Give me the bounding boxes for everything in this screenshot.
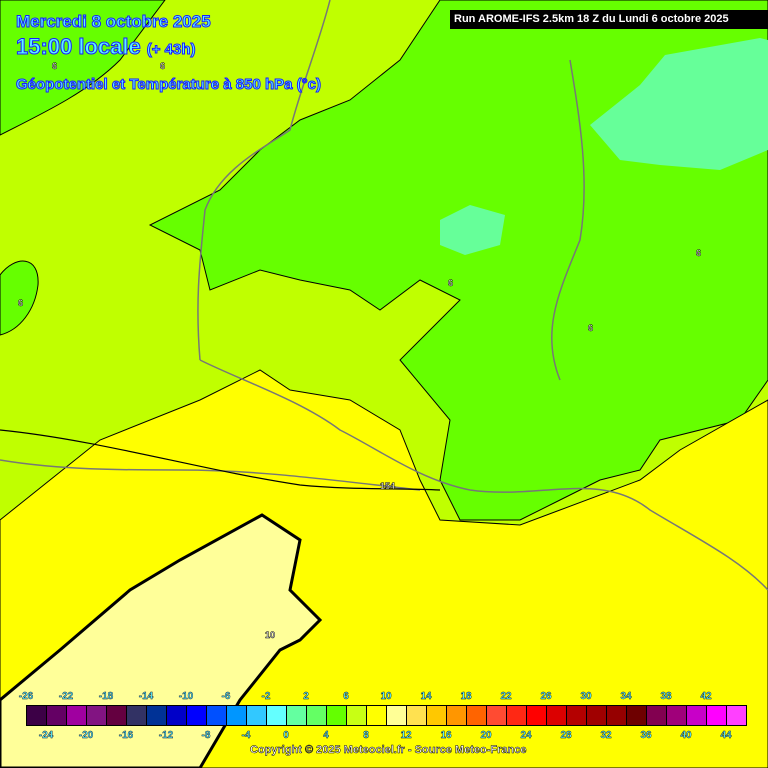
color-scale-cell xyxy=(287,706,307,725)
color-scale-cell xyxy=(427,706,447,725)
color-scale-cell xyxy=(47,706,67,725)
parameter-title: Géopotentiel et Température à 850 hPa (°… xyxy=(16,76,322,94)
contour-labels: 6 6 6 6 6 6 154 10 xyxy=(18,61,702,641)
color-scale-cell xyxy=(627,706,647,725)
scale-label-top: 42 xyxy=(700,691,712,702)
scale-label-top: 34 xyxy=(620,691,632,702)
scale-label-top: -10 xyxy=(178,691,194,702)
scale-label-bottom: -4 xyxy=(241,730,251,741)
borders xyxy=(0,0,768,591)
scale-label-top: -22 xyxy=(58,691,74,702)
color-scale-cell xyxy=(667,706,687,725)
color-scale-cell xyxy=(587,706,607,725)
scale-label-bottom: -12 xyxy=(158,730,174,741)
contour-label: 6 xyxy=(52,61,57,71)
scale-label-top: 26 xyxy=(540,691,552,702)
scale-label-bottom: 40 xyxy=(680,730,692,741)
color-scale-cell xyxy=(127,706,147,725)
color-scale-cell xyxy=(687,706,707,725)
run-info: Run AROME-IFS 2.5km 18 Z du Lundi 6 octo… xyxy=(450,10,768,29)
contour-label: 6 xyxy=(588,323,593,333)
field-green-northwest xyxy=(0,0,166,136)
copyright: Copyright © 2025 Meteociel.fr - Source M… xyxy=(250,744,527,757)
color-scale-cell xyxy=(107,706,127,725)
scale-label-bottom: 32 xyxy=(600,730,612,741)
scale-label-bottom: 4 xyxy=(323,730,329,741)
field-green-west-blob xyxy=(0,260,39,336)
color-scale-cell xyxy=(507,706,527,725)
color-scale-cell xyxy=(267,706,287,725)
scale-label-top: -6 xyxy=(221,691,231,702)
color-scale xyxy=(26,705,747,726)
scale-label-top: 30 xyxy=(580,691,592,702)
field-mint-center xyxy=(440,205,505,255)
scale-label-top: -2 xyxy=(261,691,271,702)
scale-label-bottom: 36 xyxy=(640,730,652,741)
scale-label-top: -26 xyxy=(18,691,34,702)
scale-label-top: -14 xyxy=(138,691,154,702)
color-scale-cell xyxy=(307,706,327,725)
forecast-date: Mercredi 8 octobre 2025 xyxy=(16,12,212,32)
color-scale-cell xyxy=(727,706,746,725)
contour-label: 154 xyxy=(380,481,395,491)
forecast-time: 15:00 locale (+ 43h) xyxy=(16,34,197,62)
contour-label: 10 xyxy=(265,630,275,640)
scale-label-top: 10 xyxy=(380,691,392,702)
scale-label-top: 14 xyxy=(420,691,432,702)
scale-label-bottom: -24 xyxy=(38,730,54,741)
color-scale-cell xyxy=(167,706,187,725)
scale-label-bottom: -8 xyxy=(201,730,211,741)
color-scale-cell xyxy=(707,706,727,725)
color-scale-cell xyxy=(567,706,587,725)
color-scale-cell xyxy=(147,706,167,725)
color-scale-cell xyxy=(407,706,427,725)
contour-label: 6 xyxy=(18,298,23,308)
scale-label-top: 38 xyxy=(660,691,672,702)
color-scale-cell xyxy=(467,706,487,725)
color-scale-cell xyxy=(347,706,367,725)
forecast-hour: 15:00 locale xyxy=(16,34,142,60)
color-scale-cell xyxy=(27,706,47,725)
lead-time: (+ 43h) xyxy=(146,41,196,59)
field-mint-northeast xyxy=(590,38,768,170)
scale-label-top: 18 xyxy=(460,691,472,702)
color-scale-cell xyxy=(87,706,107,725)
scale-label-top: -18 xyxy=(98,691,114,702)
color-scale-cell xyxy=(527,706,547,725)
scale-label-bottom: 20 xyxy=(480,730,492,741)
color-scale-cell xyxy=(487,706,507,725)
scale-label-bottom: 44 xyxy=(720,730,732,741)
contour-label: 6 xyxy=(448,278,453,288)
color-scale-cell xyxy=(447,706,467,725)
scale-label-top: 2 xyxy=(303,691,309,702)
field-pale-yellow xyxy=(0,513,323,768)
scale-label-bottom: -16 xyxy=(118,730,134,741)
scale-label-bottom: 12 xyxy=(400,730,412,741)
color-scale-cell xyxy=(227,706,247,725)
scale-label-bottom: -20 xyxy=(78,730,94,741)
color-scale-cell xyxy=(547,706,567,725)
color-scale-cell xyxy=(247,706,267,725)
color-scale-cell xyxy=(327,706,347,725)
geopotential-contours xyxy=(0,429,441,491)
color-scale-cell xyxy=(607,706,627,725)
scale-label-top: 22 xyxy=(500,691,512,702)
color-scale-cell xyxy=(67,706,87,725)
color-scale-cell xyxy=(647,706,667,725)
scale-label-bottom: 0 xyxy=(283,730,289,741)
contour-label: 6 xyxy=(160,61,165,71)
scale-label-bottom: 28 xyxy=(560,730,572,741)
color-scale-cell xyxy=(387,706,407,725)
scale-label-bottom: 16 xyxy=(440,730,452,741)
scale-label-bottom: 24 xyxy=(520,730,532,741)
scale-label-top: 6 xyxy=(343,691,349,702)
color-scale-cell xyxy=(367,706,387,725)
contour-label: 6 xyxy=(696,248,701,258)
scale-label-bottom: 8 xyxy=(363,730,369,741)
color-scale-cell xyxy=(207,706,227,725)
color-scale-cell xyxy=(187,706,207,725)
